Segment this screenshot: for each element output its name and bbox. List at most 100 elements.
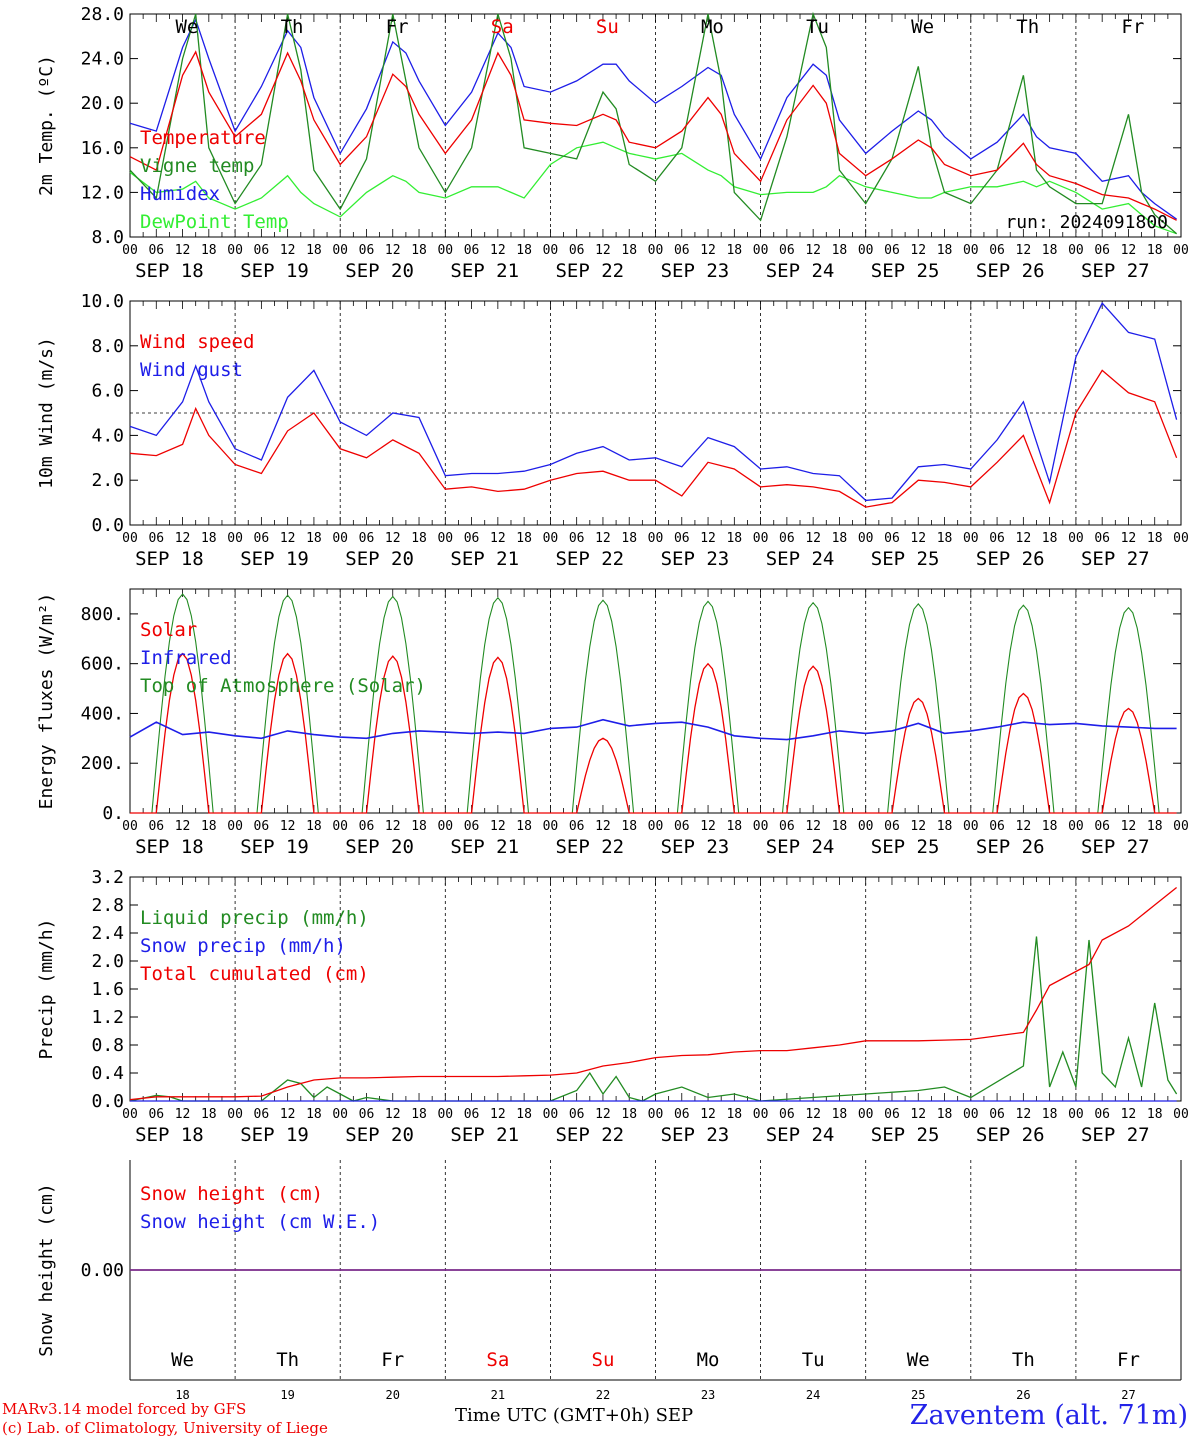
bottom-day-number-label: 25 xyxy=(911,1388,925,1402)
day-name-label: We xyxy=(911,16,934,38)
panel-temp-hour-tick-label: 00 xyxy=(858,243,874,258)
panel-flux-hour-tick-label: 00 xyxy=(543,819,559,834)
day-name-label: We xyxy=(175,16,198,38)
panel-precip-hour-tick-label: 18 xyxy=(1042,1107,1058,1122)
panel-wind-date-label: SEP 27 xyxy=(1081,548,1150,570)
panel-temp-hour-tick-label: 06 xyxy=(254,243,270,258)
panel-flux-hour-tick-label: 06 xyxy=(989,819,1005,834)
panel-flux-hour-tick-label: 12 xyxy=(385,819,401,834)
bottom-day-number-label: 19 xyxy=(280,1388,294,1402)
panel-wind-hour-tick-label: 12 xyxy=(490,531,506,546)
panel-wind-hour-tick-label: 00 xyxy=(332,531,348,546)
station-name: Zaventem (alt. 71m) xyxy=(909,1400,1188,1431)
panel-wind-y-tick-label: 10.0 xyxy=(81,291,124,312)
panel-wind-hour-tick-label: 06 xyxy=(569,531,585,546)
bottom-day-number-label: 20 xyxy=(386,1388,400,1402)
panel-wind-date-label: SEP 18 xyxy=(135,548,204,570)
model-line-1: MARv3.14 model forced by GFS xyxy=(2,1400,247,1418)
panel-temp-y-tick-label: 20.0 xyxy=(81,93,124,114)
panel-precip-hour-tick-label: 12 xyxy=(595,1107,611,1122)
panel-precip-y-tick-label: 2.0 xyxy=(91,951,124,972)
panel-flux-hour-tick-label: 00 xyxy=(963,819,979,834)
panel-flux-y-axis-label: Energy fluxes (W/m²) xyxy=(36,593,57,810)
day-name-label: Su xyxy=(596,16,619,38)
panel-wind-date-label: SEP 20 xyxy=(345,548,414,570)
panel-temp-hour-tick-label: 18 xyxy=(306,243,322,258)
panel-precip-hour-tick-label: 12 xyxy=(1016,1107,1032,1122)
panel-wind-hour-tick-label: 12 xyxy=(595,531,611,546)
panel-flux-hour-tick-label: 12 xyxy=(805,819,821,834)
panel-temp-hour-tick-label: 12 xyxy=(700,243,716,258)
panel-precip-hour-tick-label: 00 xyxy=(963,1107,979,1122)
panel-wind-hour-tick-label: 00 xyxy=(543,531,559,546)
panel-precip-y-tick-label: 1.6 xyxy=(91,979,124,1000)
series-solar-line xyxy=(130,652,1177,814)
series-vigne-temp-line xyxy=(129,11,1178,235)
panel-precip-hour-tick-label: 18 xyxy=(726,1107,742,1122)
panel-temp-hour-tick-label: 06 xyxy=(148,243,164,258)
panel-precip-y-tick-label: 2.8 xyxy=(91,895,124,916)
panel-precip-date-label: SEP 24 xyxy=(766,1124,835,1146)
panel-wind-hour-tick-label: 18 xyxy=(1147,531,1163,546)
panel-precip-hour-tick-label: 00 xyxy=(437,1107,453,1122)
panel-precip-y-axis-label: Precip (mm/h) xyxy=(36,919,57,1060)
panel-flux-hour-tick-label: 00 xyxy=(437,819,453,834)
panel-flux-hour-tick-label: 18 xyxy=(411,819,427,834)
panel-precip-legend-snow-precip-mm-h-: Snow precip (mm/h) xyxy=(140,935,346,957)
panel-precip-date-label: SEP 19 xyxy=(240,1124,309,1146)
panel-wind-hour-tick-label: 18 xyxy=(726,531,742,546)
panel-flux-date-label: SEP 18 xyxy=(135,836,204,858)
panel-flux-date-label: SEP 25 xyxy=(871,836,940,858)
panel-wind-y-tick-label: 8.0 xyxy=(91,336,124,357)
panel-wind-hour-tick-label: 12 xyxy=(910,531,926,546)
panel-precip-date-label: SEP 23 xyxy=(661,1124,730,1146)
panel-temp-hour-tick-label: 06 xyxy=(464,243,480,258)
panel-temp-y-tick-label: 8.0 xyxy=(91,227,124,248)
panel-precip-hour-tick-label: 00 xyxy=(122,1107,138,1122)
panel-temp-hour-tick-label: 12 xyxy=(1016,243,1032,258)
panel-temp-hour-tick-label: 00 xyxy=(648,243,664,258)
panel-wind-hour-tick-label: 06 xyxy=(464,531,480,546)
panel-temp-hour-tick-label: 18 xyxy=(516,243,532,258)
panel-precip-date-label: SEP 25 xyxy=(871,1124,940,1146)
bottom-day-name-label: Fr xyxy=(1117,1349,1140,1371)
day-name-label: Th xyxy=(1016,16,1039,38)
series-total-cumulated-cm--line xyxy=(129,886,1178,1101)
panel-wind-hour-tick-label: 06 xyxy=(254,531,270,546)
panel-temp-hour-tick-label: 06 xyxy=(989,243,1005,258)
bottom-day-name-label: We xyxy=(171,1349,194,1371)
panel-wind-hour-tick-label: 12 xyxy=(175,531,191,546)
series-wind-gust-line xyxy=(129,302,1178,502)
panel-flux-hour-tick-label: 06 xyxy=(148,819,164,834)
panel-precip-hour-tick-label: 06 xyxy=(674,1107,690,1122)
bottom-day-name-label: Sa xyxy=(486,1349,509,1371)
panel-wind-hour-tick-label: 00 xyxy=(437,531,453,546)
panel-wind-hour-tick-label: 00 xyxy=(963,531,979,546)
panel-flux-hour-tick-label: 00 xyxy=(227,819,243,834)
panel-flux-hour-tick-label: 18 xyxy=(1147,819,1163,834)
panel-temp-hour-tick-label: 00 xyxy=(963,243,979,258)
panel-wind-date-label: SEP 26 xyxy=(976,548,1045,570)
panel-flux-hour-tick-label: 00 xyxy=(122,819,138,834)
panel-precip-date-label: SEP 21 xyxy=(450,1124,519,1146)
panel-wind-legend-wind-gust: Wind gust xyxy=(140,359,243,381)
panel-flux-hour-tick-label: 12 xyxy=(595,819,611,834)
panel-wind-hour-tick-label: 06 xyxy=(989,531,1005,546)
panel-temp-hour-tick-label: 06 xyxy=(569,243,585,258)
panel-temp-hour-tick-label: 00 xyxy=(1068,243,1084,258)
panel-flux-y-tick-label: 600. xyxy=(81,654,124,675)
panel-precip-hour-tick-label: 12 xyxy=(910,1107,926,1122)
panel-temp-hour-tick-label: 06 xyxy=(779,243,795,258)
panel-wind-hour-tick-label: 06 xyxy=(1094,531,1110,546)
panel-temp-hour-tick-label: 12 xyxy=(490,243,506,258)
panel-flux-hour-tick-label: 18 xyxy=(726,819,742,834)
day-name-label: Mo xyxy=(701,16,724,38)
panel-temp-hour-tick-label: 06 xyxy=(674,243,690,258)
day-name-label: Sa xyxy=(491,16,514,38)
panel-wind-y-tick-label: 0.0 xyxy=(91,515,124,536)
panel-wind-hour-tick-label: 18 xyxy=(411,531,427,546)
panel-temp-hour-tick-label: 12 xyxy=(385,243,401,258)
panel-precip-hour-tick-label: 00 xyxy=(753,1107,769,1122)
panel-flux-hour-tick-label: 12 xyxy=(1016,819,1032,834)
panel-precip-y-tick-label: 0.4 xyxy=(91,1063,124,1084)
